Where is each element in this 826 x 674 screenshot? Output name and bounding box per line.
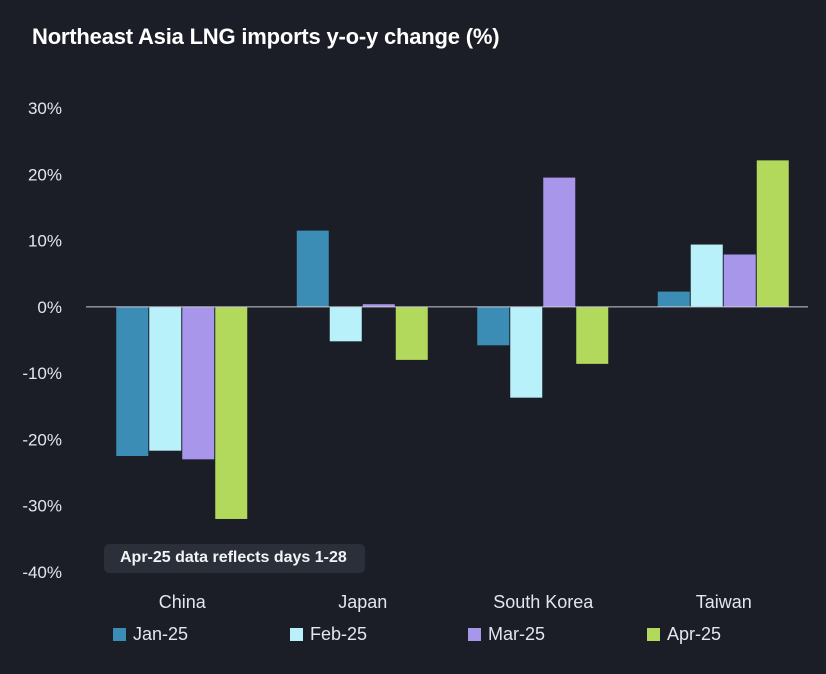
legend-item: Apr-25 — [647, 624, 721, 645]
legend-swatch — [113, 628, 126, 641]
bar-south-korea-mar-25 — [543, 177, 576, 307]
legend-label: Mar-25 — [488, 624, 546, 644]
y-axis: 30% 20% 10% 0% -10% -20% -30% -40% — [22, 99, 62, 582]
legend-swatch — [647, 628, 660, 641]
legend-swatch — [290, 628, 303, 641]
bar-south-korea-feb-25 — [510, 306, 543, 398]
x-axis: China Japan South Korea Taiwan — [159, 592, 752, 612]
chart-title: Northeast Asia LNG imports y-o-y change … — [32, 24, 500, 49]
bar-south-korea-apr-25 — [576, 306, 609, 364]
y-tick-label: -10% — [22, 364, 62, 383]
legend-item: Mar-25 — [468, 624, 545, 645]
bar-south-korea-jan-25 — [477, 306, 510, 346]
x-tick-label: China — [159, 592, 207, 612]
y-tick-label: 30% — [28, 99, 62, 118]
legend-label: Apr-25 — [667, 624, 722, 644]
legend-label: Feb-25 — [310, 624, 368, 644]
legend-item: Jan-25 — [113, 624, 188, 645]
x-tick-label: South Korea — [493, 592, 594, 612]
y-tick-label: 10% — [28, 232, 62, 251]
bar-japan-jan-25 — [296, 230, 329, 307]
y-tick-label: -30% — [22, 497, 62, 516]
legend-item: Feb-25 — [290, 624, 367, 645]
legend-swatch — [468, 628, 481, 641]
y-tick-label: -40% — [22, 563, 62, 582]
bar-taiwan-feb-25 — [690, 244, 723, 307]
data-note: Apr-25 data reflects days 1-28 — [104, 544, 365, 573]
bars — [116, 160, 789, 519]
bar-china-apr-25 — [215, 306, 248, 519]
bar-japan-mar-25 — [362, 304, 395, 307]
y-tick-label: 20% — [28, 165, 62, 184]
bar-taiwan-mar-25 — [723, 254, 756, 307]
x-tick-label: Japan — [338, 592, 387, 612]
x-tick-label: Taiwan — [696, 592, 752, 612]
bar-japan-apr-25 — [395, 306, 428, 360]
bar-china-feb-25 — [149, 306, 182, 451]
bar-china-mar-25 — [182, 306, 215, 460]
legend-label: Jan-25 — [133, 624, 189, 644]
y-tick-label: 0% — [37, 298, 62, 317]
bar-japan-feb-25 — [329, 306, 362, 342]
y-tick-label: -20% — [22, 430, 62, 449]
legend: Jan-25 Feb-25 Mar-25 Apr-25 — [0, 624, 826, 652]
bar-taiwan-jan-25 — [657, 291, 690, 307]
bar-taiwan-apr-25 — [756, 160, 789, 307]
bar-china-jan-25 — [116, 306, 149, 456]
